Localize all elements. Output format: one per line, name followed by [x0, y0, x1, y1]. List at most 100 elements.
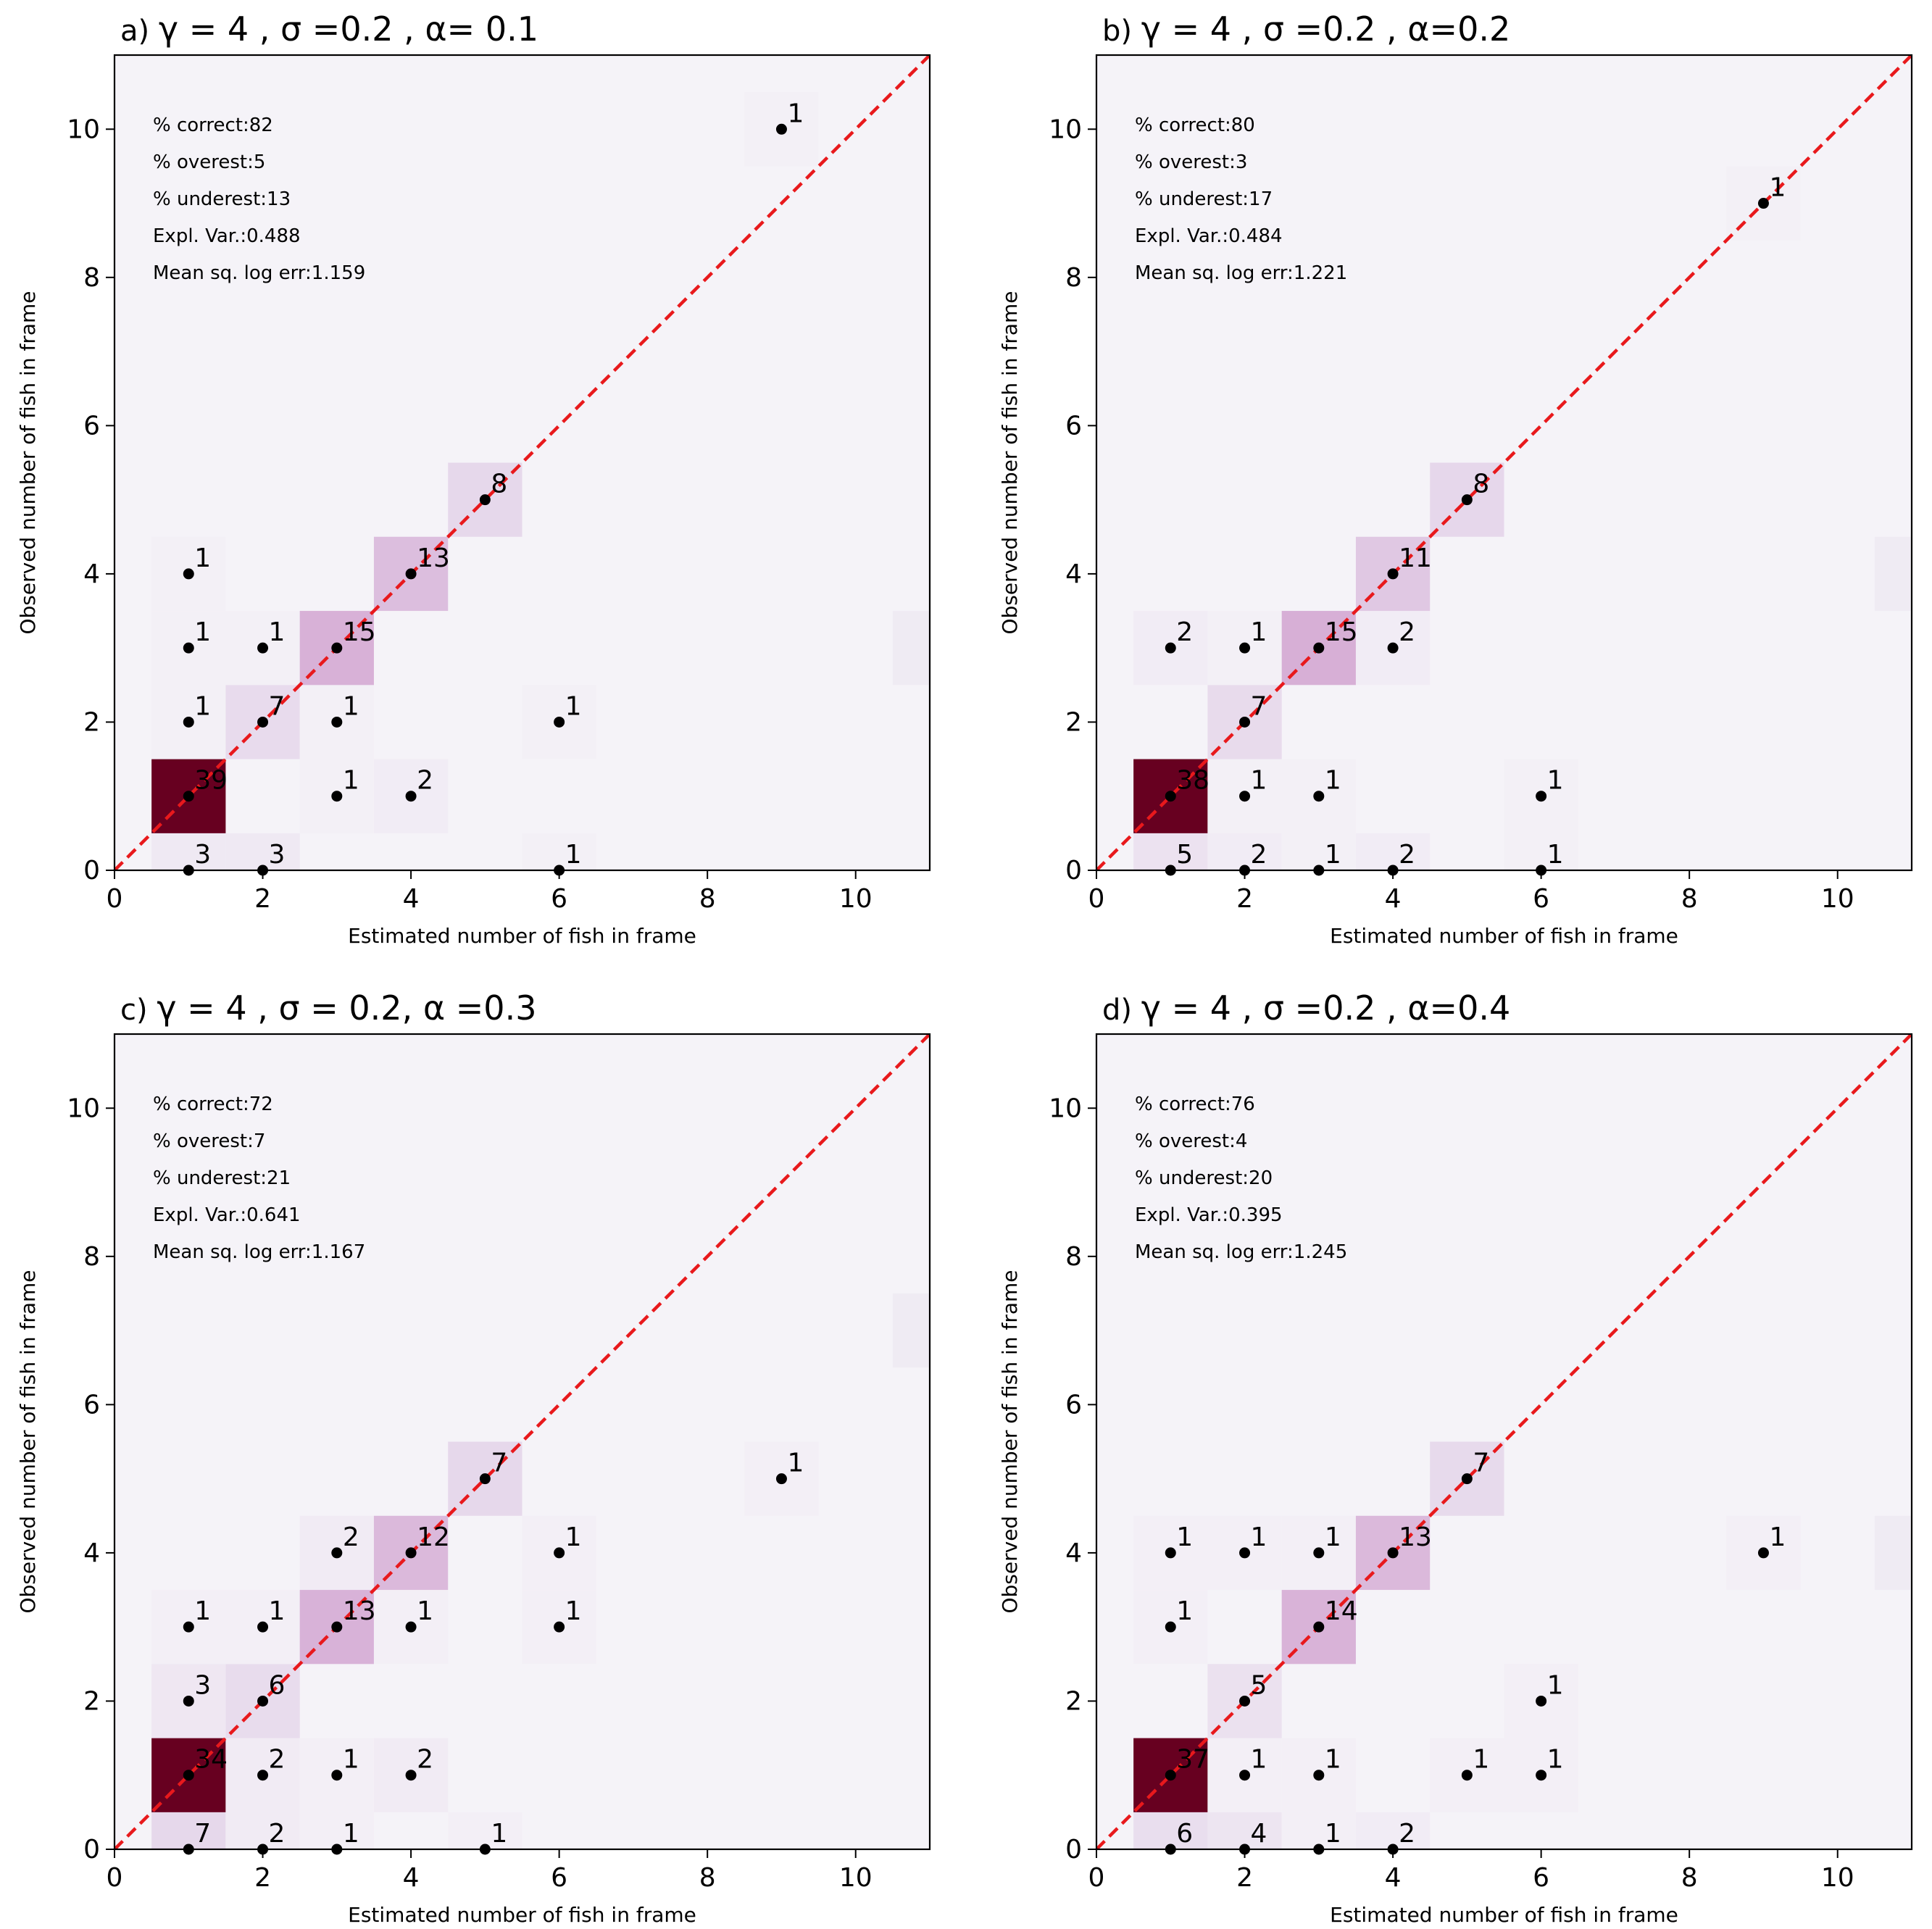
heatmap-cell [1281, 1812, 1356, 1849]
count-label: 2 [1176, 617, 1193, 647]
count-label: 1 [194, 1596, 211, 1626]
count-label: 1 [565, 1522, 582, 1552]
count-label: 1 [1547, 1745, 1564, 1775]
count-label: 1 [787, 1449, 804, 1478]
data-point [1461, 494, 1473, 506]
x-tick-label: 6 [551, 884, 567, 914]
x-tick-label: 2 [254, 884, 271, 914]
x-tick-label: 6 [551, 1863, 567, 1893]
stat-line: % underest:13 [153, 188, 291, 210]
count-label: 7 [1251, 691, 1267, 721]
data-point [1165, 642, 1176, 654]
data-point [1387, 642, 1399, 654]
x-tick-label: 6 [1533, 884, 1549, 914]
count-label: 1 [1547, 840, 1564, 870]
title-sigma: σ = 0.2, [278, 988, 422, 1028]
data-point [183, 716, 194, 728]
title-gamma: γ = 4 , [159, 9, 280, 49]
heatmap-cell [1355, 1812, 1431, 1849]
x-tick-label: 10 [1821, 1863, 1854, 1893]
data-point [1313, 1770, 1325, 1781]
count-label: 1 [1325, 1819, 1341, 1849]
data-point [1239, 1547, 1251, 1559]
stat-line: Expl. Var.:0.641 [153, 1204, 301, 1226]
count-label: 14 [1325, 1596, 1358, 1626]
panel-title: a) γ = 4 , σ =0.2 , α= 0.1 [120, 9, 538, 49]
x-tick-label: 2 [1236, 1863, 1253, 1893]
count-label: 7 [1473, 1449, 1489, 1478]
count-label: 1 [194, 691, 211, 721]
count-label: 8 [491, 470, 507, 499]
stat-line: % overest:4 [1135, 1130, 1247, 1152]
heatmap-cell [1355, 833, 1431, 870]
stat-line: % overest:3 [1135, 151, 1247, 173]
data-point [405, 1770, 417, 1781]
count-label: 7 [491, 1449, 507, 1478]
data-point [554, 1621, 565, 1633]
x-tick-label: 4 [403, 1863, 420, 1893]
count-label: 8 [1473, 470, 1489, 499]
data-point [1239, 791, 1251, 802]
faint-cell [1874, 536, 1912, 612]
title-letter: a) [120, 14, 159, 48]
title-letter: d) [1102, 993, 1141, 1027]
data-point [405, 568, 417, 580]
count-label: 1 [565, 840, 582, 870]
x-tick-label: 8 [699, 884, 716, 914]
count-label: 1 [343, 691, 359, 721]
x-tick-label: 0 [1088, 884, 1105, 914]
data-point [1239, 1695, 1251, 1707]
count-label: 1 [1251, 1522, 1267, 1552]
count-label: 2 [1399, 1819, 1415, 1849]
data-point [1239, 642, 1251, 654]
one-to-one-line [114, 55, 930, 870]
y-axis-label: Observed number of fish in frame [16, 1270, 40, 1613]
y-tick-label: 4 [1065, 1538, 1082, 1568]
title-sigma: σ =0.2 , [1263, 988, 1407, 1028]
count-label: 2 [1399, 617, 1415, 647]
heatmap-cell [1207, 1812, 1282, 1849]
data-point [1313, 642, 1325, 654]
x-tick-label: 0 [1088, 1863, 1105, 1893]
one-to-one-line [1096, 55, 1912, 870]
stat-line: % overest:5 [153, 151, 265, 173]
count-label: 1 [343, 766, 359, 796]
count-label: 13 [343, 1596, 376, 1626]
count-label: 3 [194, 1670, 211, 1700]
count-label: 1 [1325, 1522, 1341, 1552]
x-tick-label: 0 [107, 884, 123, 914]
heatmap-cell [1504, 833, 1578, 870]
count-label: 3 [269, 840, 286, 870]
y-tick-label: 2 [83, 1686, 100, 1716]
y-tick-label: 4 [83, 1538, 100, 1568]
x-tick-label: 6 [1533, 1863, 1549, 1893]
count-label: 2 [269, 1819, 286, 1849]
count-label: 1 [1325, 766, 1341, 796]
count-label: 1 [417, 1596, 433, 1626]
data-point [183, 642, 194, 654]
axes-frame [113, 54, 931, 872]
x-axis-label: Estimated number of fish in frame [348, 1903, 696, 1927]
data-point [257, 716, 269, 728]
axes-frame [1095, 1033, 1913, 1851]
y-tick-label: 10 [1049, 1093, 1082, 1123]
y-tick-label: 8 [83, 263, 100, 293]
count-label: 1 [565, 691, 582, 721]
x-tick-label: 10 [839, 884, 873, 914]
count-label: 1 [491, 1819, 507, 1849]
data-point [331, 1621, 343, 1633]
title-letter: c) [120, 993, 157, 1027]
count-label: 3 [194, 840, 211, 870]
x-tick-label: 4 [1385, 884, 1402, 914]
y-axis-label: Observed number of fish in frame [998, 1270, 1022, 1613]
data-point [1165, 1547, 1176, 1559]
data-point [554, 1547, 565, 1559]
data-point [1536, 1770, 1547, 1781]
x-axis-label: Estimated number of fish in frame [1330, 924, 1678, 948]
panel-title: d) γ = 4 , σ =0.2 , α=0.4 [1102, 988, 1510, 1028]
x-axis-label: Estimated number of fish in frame [348, 924, 696, 948]
count-label: 2 [343, 1522, 359, 1552]
x-tick-label: 4 [1385, 1863, 1402, 1893]
data-point [405, 791, 417, 802]
